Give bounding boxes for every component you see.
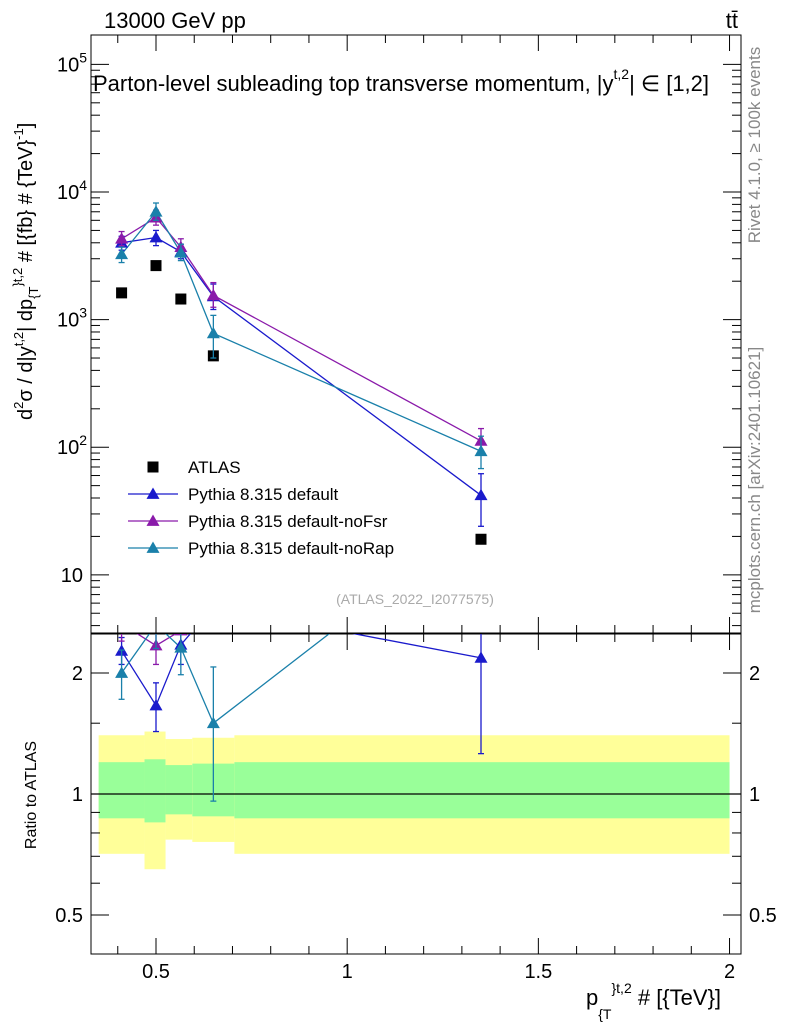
pythia-8-315-default-norap-point xyxy=(149,205,163,217)
main-y-ticks: 10 102 103 104 105 xyxy=(57,49,741,627)
xlabel-tail: # [{TeV}] xyxy=(632,985,721,1010)
title-variable: y xyxy=(603,71,614,96)
main-series-marks xyxy=(115,202,488,545)
pythia-8-315-default-norap-point xyxy=(115,247,129,260)
legend-marker-pythia-8-315-default-norap xyxy=(146,541,160,553)
pythia-8-315-default-nofsr-point xyxy=(206,288,220,301)
legend-label-pythia-8-315-default: Pythia 8.315 default xyxy=(188,485,339,504)
ylabel-supt: t,2 xyxy=(11,332,26,346)
xlabel-sub: {T xyxy=(598,1006,612,1022)
xlabel-p: p xyxy=(586,985,598,1010)
pythia-8-315-default-nofsr-ratio-point xyxy=(115,617,128,628)
legend-marker-pythia-8-315-default xyxy=(146,487,160,499)
atlas-point xyxy=(150,260,162,272)
ylabel-subT: {T xyxy=(26,286,41,298)
x-tick-label: 1 xyxy=(342,961,353,983)
title-main: Parton-level subleading top transverse m… xyxy=(93,71,603,96)
y-tick-label: 10 xyxy=(61,565,83,587)
title-superscript: t,2 xyxy=(614,66,630,82)
x-axis-label: p{T }t,2 # [{TeV}] xyxy=(586,980,721,1022)
pythia-8-315-default-nofsr-point xyxy=(115,232,129,244)
pythia-8-315-default-nofsr-ratio-point xyxy=(207,597,220,608)
legend-marker-pythia-8-315-default-nofsr xyxy=(146,514,160,526)
ylabel-sup2: 2 xyxy=(11,402,26,409)
pythia-8-315-default-ratio-point xyxy=(149,699,163,711)
legend-label-atlas: ATLAS xyxy=(188,458,241,477)
mcplots-label: mcplots.cern.ch [arXiv:2401.10621] xyxy=(745,347,764,613)
main-panel: 10 102 103 104 105 (ATLAS_2022_I2077575) Par… xyxy=(57,34,742,634)
atlas-point xyxy=(116,287,128,299)
main-y-axis-label: d2σ / d|yt,2| dp{T}t,2 # [{fb} # {TeV}-1… xyxy=(10,123,41,420)
inner-uncertainty-band xyxy=(98,762,145,819)
legend-label-pythia-8-315-default-nofsr: Pythia 8.315 default-noFsr xyxy=(188,512,388,531)
pythia-8-315-default-norap-ratio-point xyxy=(206,716,220,729)
pythia-8-315-default-ratio-line xyxy=(121,634,482,707)
x-tick-label: 0.5 xyxy=(142,961,170,983)
pythia-8-315-default-point xyxy=(149,231,163,243)
plot-title: Parton-level subleading top transverse m… xyxy=(93,66,709,96)
main-panel-frame xyxy=(90,34,742,634)
ylabel-mid: σ / d|y xyxy=(15,346,37,401)
rivet-version-label: Rivet 4.1.0, ≥ 100k events xyxy=(745,47,764,243)
legend: ATLAS Pythia 8.315 default Pythia 8.315 de… xyxy=(128,458,394,558)
main-x-ticks xyxy=(117,35,731,633)
analysis-watermark: (ATLAS_2022_I2077575) xyxy=(336,591,494,607)
ylabel-tail: # [{fb} # {TeV} xyxy=(15,140,37,268)
atlas-point xyxy=(175,293,187,305)
process-label: tt̄ xyxy=(726,8,738,33)
ratio-y-axis-label: Ratio to ATLAS xyxy=(23,741,40,849)
pythia-8-315-default-point xyxy=(474,488,488,501)
ratio-y-tick-label-right: 2 xyxy=(749,663,760,685)
inner-uncertainty-band xyxy=(234,762,730,819)
ylabel-supexp: -1 xyxy=(11,128,26,140)
pythia-8-315-default-nofsr-ratio-line xyxy=(136,634,177,647)
ratio-y-tick-label: 1 xyxy=(72,784,83,806)
main-series-lines xyxy=(121,210,482,496)
legend-label-pythia-8-315-default-norap: Pythia 8.315 default-noRap xyxy=(188,539,394,558)
ylabel-mid2: | dp xyxy=(15,299,37,332)
inner-uncertainty-band xyxy=(144,759,166,823)
ylabel-d: d xyxy=(15,409,37,420)
ratio-y-tick-label-right: 1 xyxy=(749,784,760,806)
ratio-x-ticks: 0.5 1 1.5 2 xyxy=(117,634,735,983)
y-tick-label: 104 xyxy=(57,177,87,204)
ratio-y-tick-label: 0.5 xyxy=(55,905,83,927)
ratio-panel: 0.5 0.5 1 1 2 2 0.5 1 1.5 2 xyxy=(55,597,777,983)
energy-label: 13000 GeV pp xyxy=(104,8,246,33)
y-tick-label: 103 xyxy=(57,305,87,332)
x-tick-label: 2 xyxy=(724,961,735,983)
y-tick-label: 102 xyxy=(57,432,87,459)
y-tick-label: 105 xyxy=(57,49,87,76)
pythia-8-315-default-norap-point xyxy=(174,246,188,258)
ratio-series-marks xyxy=(115,597,488,802)
pythia-8-315-default-line xyxy=(121,236,482,496)
ratio-uncertainty-bands xyxy=(98,731,730,870)
pythia-8-315-default-norap-point xyxy=(206,326,220,339)
xlabel-sup: }t,2 xyxy=(611,980,631,996)
inner-uncertainty-band xyxy=(165,765,193,815)
pythia-8-315-default-norap-point xyxy=(474,444,488,457)
pythia-8-315-default-norap-line xyxy=(121,210,482,452)
pythia-8-315-default-norap-ratio-point xyxy=(115,666,129,678)
legend-marker-atlas xyxy=(147,461,159,473)
title-tail: | ∈ [1,2] xyxy=(629,71,709,96)
ylabel-end: ] xyxy=(15,123,37,129)
pythia-8-315-default-norap-ratio-point xyxy=(174,641,188,653)
ylabel-supt2: }t,2 xyxy=(10,268,25,287)
ratio-y-tick-label: 2 xyxy=(72,663,83,685)
ratio-y-tick-label-right: 0.5 xyxy=(749,905,777,927)
ratio-y-ticks: 0.5 0.5 1 1 2 2 xyxy=(55,663,777,927)
pythia-8-315-default-ratio-point xyxy=(474,651,488,663)
pythia-8-315-default-ratio-point xyxy=(207,600,220,611)
atlas-point xyxy=(475,533,487,545)
x-tick-label: 1.5 xyxy=(524,961,552,983)
